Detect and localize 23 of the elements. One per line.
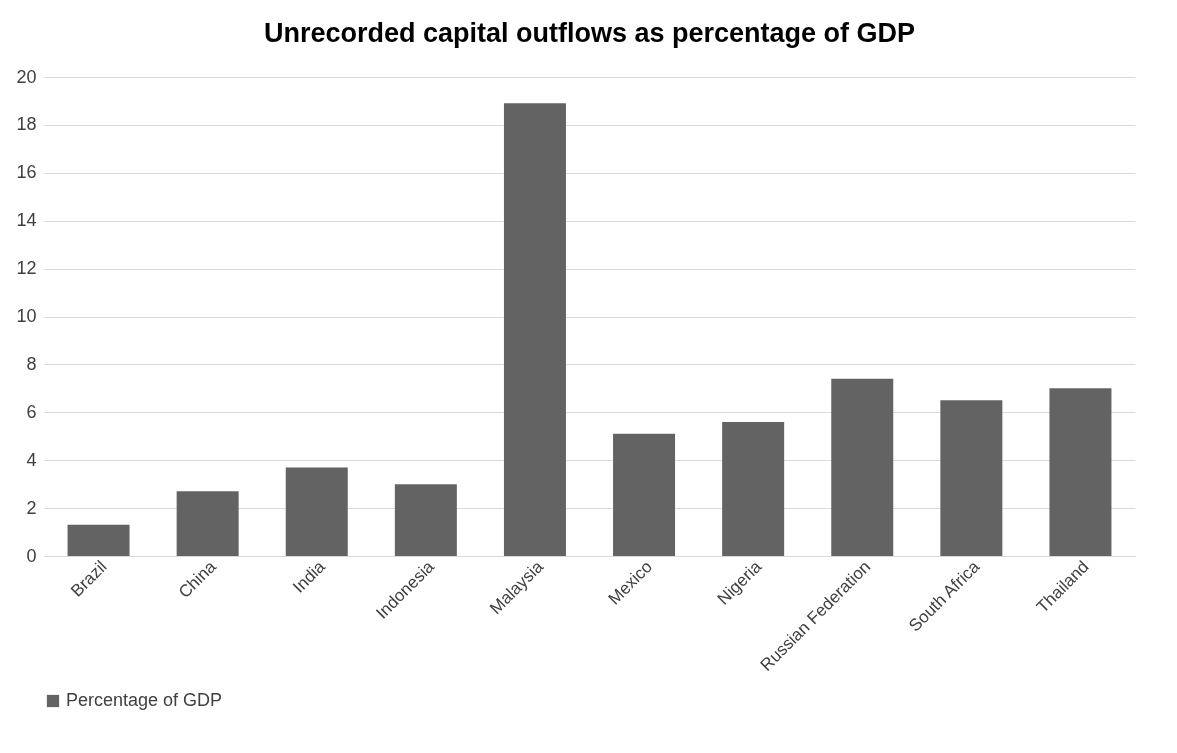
y-tick-label: 14: [16, 210, 37, 231]
bar: [285, 467, 348, 556]
y-tick-label: 4: [26, 449, 37, 470]
bar: [613, 433, 676, 556]
y-tick-label: 6: [26, 401, 37, 422]
y-tick-label: 8: [26, 353, 37, 374]
bar: [394, 484, 457, 556]
y-tick-label: 18: [16, 114, 37, 135]
chart-title: Unrecorded capital outflows as percentage of GDP: [263, 18, 916, 48]
y-tick-label: 10: [16, 306, 37, 326]
bar: [722, 421, 785, 556]
legend-label: Percentage of GDP: [66, 690, 223, 710]
y-tick-label: 2: [26, 497, 37, 518]
y-tick-label: 16: [16, 162, 37, 183]
bar: [176, 491, 239, 556]
bar: [1049, 388, 1112, 556]
y-tick-label: 20: [16, 66, 37, 87]
bar: [67, 524, 130, 556]
bar: [940, 400, 1003, 556]
y-tick-label: 0: [26, 545, 37, 566]
bar: [503, 103, 566, 556]
bar: [831, 378, 894, 556]
y-tick-label: 12: [16, 258, 37, 279]
